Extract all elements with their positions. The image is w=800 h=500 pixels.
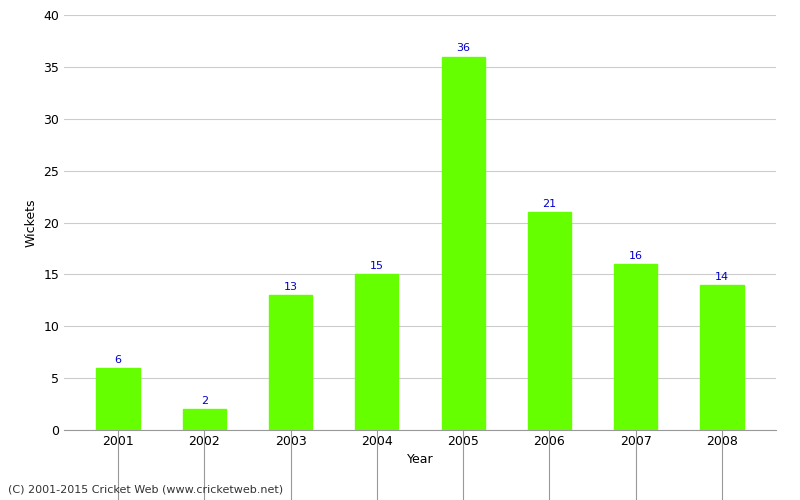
Text: 16: 16 xyxy=(629,251,642,261)
Bar xyxy=(182,409,226,430)
Bar xyxy=(442,56,485,430)
Text: 21: 21 xyxy=(542,199,557,209)
Y-axis label: Wickets: Wickets xyxy=(25,198,38,246)
Text: 6: 6 xyxy=(114,354,122,364)
Text: 36: 36 xyxy=(456,44,470,54)
Bar xyxy=(96,368,139,430)
Bar xyxy=(614,264,658,430)
Text: 14: 14 xyxy=(715,272,729,281)
X-axis label: Year: Year xyxy=(406,454,434,466)
Bar xyxy=(528,212,571,430)
Bar xyxy=(701,285,744,430)
Text: 13: 13 xyxy=(283,282,298,292)
Bar xyxy=(355,274,398,430)
Text: 2: 2 xyxy=(201,396,208,406)
Text: (C) 2001-2015 Cricket Web (www.cricketweb.net): (C) 2001-2015 Cricket Web (www.cricketwe… xyxy=(8,485,283,495)
Bar xyxy=(269,295,312,430)
Text: 15: 15 xyxy=(370,262,384,272)
